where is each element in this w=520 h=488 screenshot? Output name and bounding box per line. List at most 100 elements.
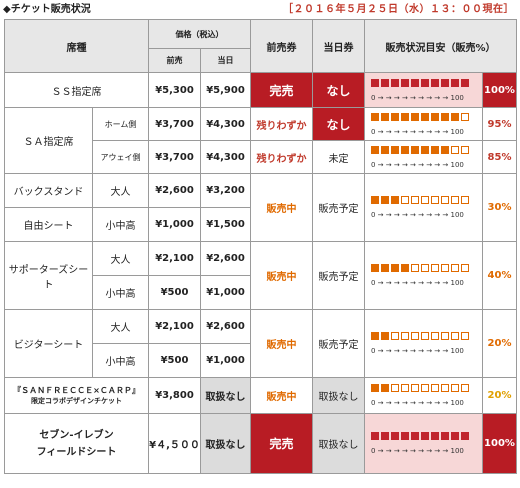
- collab-subtitle: 限定コラボデザインチケット: [31, 397, 122, 405]
- page-title: ◆チケット販売状況: [3, 4, 91, 15]
- gauge-square: [421, 264, 429, 272]
- advance-price: ¥1,000: [148, 207, 201, 242]
- seat-name: 『ＳＡＮＦＲＥＣＣＥ×ＣＡＲＰ』 限定コラボデザインチケット: [4, 377, 149, 414]
- seat-name: バックスタンド: [4, 173, 93, 208]
- gauge-square: [381, 384, 389, 392]
- gauge-square: [401, 384, 409, 392]
- gauge-scale: 0 → → → → → → → → → 100: [371, 127, 464, 136]
- sales-gauge: 0 → → → → → → → → → 100: [364, 413, 483, 474]
- dayof-status: なし: [312, 107, 365, 141]
- gauge-square: [421, 112, 429, 121]
- table-row: 自由シート 小中高 ¥1,000 ¥1,500: [4, 207, 517, 242]
- seat-subtype: 小中高: [92, 275, 149, 310]
- gauge-square: [411, 112, 419, 121]
- gauge-scale: 0 → → → → → → → → → 100: [371, 93, 464, 102]
- sales-percent: 95%: [482, 107, 517, 141]
- gauge-square: [431, 78, 439, 87]
- gauge-square: [441, 332, 449, 340]
- dayof-status: 取扱なし: [312, 413, 365, 474]
- gauge-square: [431, 196, 439, 204]
- seat-name-line2: 自由シート: [4, 207, 93, 242]
- gauge-square: [451, 78, 459, 87]
- dayof-status: 未定: [312, 140, 365, 174]
- gauge-square: [461, 145, 469, 154]
- gauge-square: [401, 196, 409, 204]
- gauge-square: [421, 432, 429, 440]
- seat-name: サポーターズシート: [4, 241, 93, 310]
- sales-gauge: 0 → → → → → → → → → 100: [364, 309, 483, 378]
- seat-subtype: 大人: [92, 173, 149, 208]
- gauge-square: [371, 384, 379, 392]
- gauge-square: [431, 264, 439, 272]
- gauge-square: [441, 196, 449, 204]
- advance-price: ¥5,300: [148, 72, 201, 108]
- advance-price: ¥2,100: [148, 241, 201, 276]
- advance-price: ¥2,600: [148, 173, 201, 208]
- gauge-square: [411, 145, 419, 154]
- seat-subtype: 小中高: [92, 207, 149, 242]
- gauge-square: [381, 145, 389, 154]
- advance-status: 残りわずか: [250, 140, 313, 174]
- advance-status: 販売中: [250, 173, 313, 242]
- table-row: セブン-イレブン フィールドシート ¥４,５００ 取扱なし 完売 取扱なし 0 …: [4, 413, 517, 474]
- dayof-price: ¥5,900: [200, 72, 251, 108]
- seat-name: ビジターシート: [4, 309, 93, 378]
- gauge-square: [431, 332, 439, 340]
- advance-status: 販売中: [250, 309, 313, 378]
- col-dayof: 当日: [200, 48, 251, 73]
- advance-price: ¥500: [148, 343, 201, 378]
- sales-percent: 20%: [482, 377, 517, 414]
- gauge-scale: 0 → → → → → → → → → 100: [371, 211, 464, 219]
- update-timestamp: ［２０１６年５月２５日（水）１３：００現在］: [283, 4, 514, 15]
- sales-percent: 100%: [482, 413, 517, 474]
- gauge-square: [461, 78, 469, 87]
- collab-title: 『ＳＡＮＦＲＥＣＣＥ×ＣＡＲＰ』: [13, 386, 140, 395]
- seat-subtype: 大人: [92, 309, 149, 344]
- seat-subtype: ホーム側: [92, 107, 149, 141]
- table-row: バックスタンド 大人 ¥2,600 ¥3,200 販売中 販売予定 0 → → …: [4, 173, 517, 242]
- gauge-square: [411, 264, 419, 272]
- gauge-square: [371, 112, 379, 121]
- col-price: 価格（税込）: [148, 19, 251, 49]
- sales-gauge: 0 → → → → → → → → → 100: [364, 72, 483, 108]
- gauge-square: [431, 145, 439, 154]
- gauge-square: [431, 112, 439, 121]
- gauge-square: [381, 196, 389, 204]
- gauge-square: [441, 145, 449, 154]
- dayof-status: 取扱なし: [312, 377, 365, 414]
- table-row: ビジターシート 大人 ¥2,100 ¥2,600 販売中 販売予定 0 → → …: [4, 309, 517, 378]
- gauge-square: [411, 384, 419, 392]
- gauge-square: [461, 196, 469, 204]
- advance-status: 販売中: [250, 241, 313, 310]
- seat-subtype: 小中高: [92, 343, 149, 378]
- gauge-square: [411, 332, 419, 340]
- dayof-price: ¥3,200: [200, 173, 251, 208]
- gauge-square: [451, 384, 459, 392]
- dayof-price: ¥4,300: [200, 140, 251, 174]
- gauge-square: [421, 384, 429, 392]
- gauge-square: [371, 145, 379, 154]
- dayof-status: 販売予定: [312, 173, 365, 242]
- gauge-square: [421, 145, 429, 154]
- dayof-price: 取扱なし: [200, 377, 251, 414]
- gauge-square: [401, 112, 409, 121]
- gauge-square: [391, 384, 399, 392]
- seat-name: ＳＳ指定席: [4, 72, 149, 108]
- table-row: サポーターズシート 大人 ¥2,100 ¥2,600 販売中 販売予定 0 → …: [4, 241, 517, 310]
- dayof-price: ¥1,500: [200, 207, 251, 242]
- gauge-square: [401, 145, 409, 154]
- col-status: 販売状況目安（販売%）: [364, 19, 517, 73]
- gauge-square: [401, 264, 409, 272]
- gauge-square: [391, 196, 399, 204]
- gauge-square: [411, 196, 419, 204]
- gauge-square: [401, 332, 409, 340]
- gauge-square: [441, 112, 449, 121]
- sales-gauge: 0 → → → → → → → → → 100: [364, 140, 483, 174]
- dayof-status: 販売予定: [312, 309, 365, 378]
- gauge-square: [391, 264, 399, 272]
- gauge-square: [371, 432, 379, 440]
- gauge-square: [451, 112, 459, 121]
- seat-name-line1: セブン-イレブン: [39, 429, 114, 441]
- gauge-square: [391, 145, 399, 154]
- gauge-square: [381, 112, 389, 121]
